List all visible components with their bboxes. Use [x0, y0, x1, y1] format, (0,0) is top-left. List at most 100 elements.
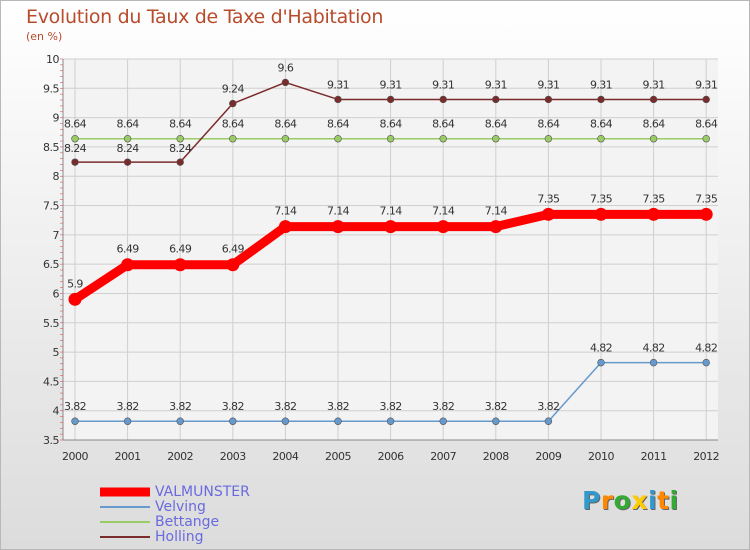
data-point-velving	[123, 417, 132, 425]
data-point-holling	[544, 95, 553, 104]
data-point-valmunster	[121, 258, 135, 272]
data-label-holling: 9.31	[432, 78, 454, 91]
data-point-holling	[649, 95, 658, 104]
data-point-holling	[597, 95, 605, 104]
data-point-holling	[334, 95, 342, 104]
data-point-bettange	[439, 135, 447, 143]
data-point-valmunster	[594, 207, 608, 221]
data-label-bettange: 8.64	[537, 118, 560, 131]
data-point-velving	[439, 417, 447, 425]
data-label-holling: 9.31	[327, 78, 349, 91]
data-point-bettange	[176, 135, 184, 143]
x-tick-label: 2011	[641, 450, 667, 463]
data-point-holling	[492, 95, 500, 104]
x-tick-label: 2002	[167, 450, 193, 463]
logo-letter: r	[600, 486, 614, 515]
data-label-velving: 3.82	[432, 400, 454, 413]
data-point-bettange	[492, 135, 500, 143]
legend-label-valmunster: VALMUNSTER	[155, 484, 250, 500]
data-point-valmunster	[278, 220, 292, 234]
x-tick-label: 2008	[483, 450, 509, 463]
data-point-velving	[597, 358, 605, 367]
data-label-bettange: 8.64	[590, 118, 613, 131]
data-point-holling	[176, 158, 184, 166]
legend-label-bettange: Bettange	[155, 514, 220, 530]
data-point-velving	[229, 417, 237, 425]
y-tick-label: 3.5	[43, 434, 59, 447]
data-label-holling: 9.31	[380, 78, 402, 91]
data-label-valmunster: 7.35	[537, 192, 560, 205]
x-tick-label: 2007	[430, 450, 456, 463]
data-point-holling	[702, 95, 710, 104]
data-label-valmunster: 6.49	[222, 243, 245, 256]
data-point-velving	[702, 358, 710, 367]
data-label-holling: 9.31	[590, 78, 612, 91]
data-point-valmunster	[647, 207, 661, 221]
data-point-holling	[281, 78, 290, 87]
data-point-velving	[492, 417, 500, 425]
data-label-velving: 4.82	[643, 342, 665, 355]
data-point-valmunster	[699, 207, 713, 221]
data-label-bettange: 8.64	[327, 118, 350, 131]
data-label-valmunster: 7.35	[643, 192, 666, 205]
data-label-bettange: 8.64	[117, 118, 140, 131]
data-point-valmunster	[436, 220, 450, 234]
data-point-velving	[544, 417, 553, 425]
y-tick-label: 4.5	[43, 375, 59, 388]
data-point-velving	[281, 417, 290, 425]
y-tick-label: 6.5	[43, 258, 59, 271]
data-label-holling: 9.31	[537, 78, 559, 91]
y-tick-label: 9.5	[43, 82, 59, 95]
data-label-bettange: 8.64	[485, 118, 508, 131]
data-label-velving: 3.82	[222, 400, 244, 413]
data-label-valmunster: 7.14	[274, 205, 297, 218]
data-point-bettange	[544, 135, 553, 143]
legend-label-velving: Velving	[155, 499, 206, 515]
x-tick-label: 2012	[693, 450, 719, 463]
y-tick-label: 7.5	[43, 200, 59, 213]
data-label-valmunster: 5.9	[67, 277, 83, 290]
data-point-bettange	[71, 135, 79, 143]
x-tick-label: 2005	[325, 450, 351, 463]
data-label-bettange: 8.64	[169, 118, 192, 131]
data-label-bettange: 8.64	[643, 118, 666, 131]
y-tick-label: 8.5	[43, 141, 59, 154]
x-tick-label: 2000	[62, 450, 88, 463]
data-point-holling	[386, 95, 395, 104]
data-label-holling: 8.24	[64, 142, 87, 155]
data-label-velving: 3.82	[117, 400, 139, 413]
logo-letter: o	[613, 486, 632, 515]
logo-letter: i	[648, 486, 658, 515]
data-point-velving	[71, 417, 79, 425]
chart-subtitle: (en %)	[26, 30, 63, 43]
x-tick-label: 2010	[588, 450, 614, 463]
data-label-velving: 3.82	[380, 400, 402, 413]
x-tick-label: 2006	[378, 450, 404, 463]
logo-letter: x	[631, 486, 648, 515]
data-point-velving	[649, 358, 658, 367]
data-point-bettange	[229, 135, 237, 143]
y-tick-label: 5	[53, 346, 60, 359]
data-point-holling	[123, 158, 132, 166]
data-label-velving: 3.82	[64, 400, 86, 413]
data-label-holling: 9.31	[695, 78, 717, 91]
data-label-valmunster: 7.14	[432, 205, 455, 218]
data-label-velving: 3.82	[327, 400, 349, 413]
x-tick-label: 2001	[115, 450, 141, 463]
proxiti-logo: Proxiti	[582, 486, 679, 515]
data-label-valmunster: 7.35	[590, 192, 613, 205]
x-tick-label: 2009	[535, 450, 561, 463]
data-label-bettange: 8.64	[222, 118, 245, 131]
data-label-valmunster: 7.14	[327, 205, 350, 218]
legend-label-holling: Holling	[155, 529, 204, 545]
data-label-valmunster: 7.14	[485, 205, 508, 218]
data-label-velving: 4.82	[695, 342, 717, 355]
data-point-valmunster	[541, 207, 555, 221]
data-label-holling: 9.31	[485, 78, 507, 91]
data-label-bettange: 8.64	[380, 118, 403, 131]
data-label-valmunster: 7.35	[695, 192, 718, 205]
data-point-bettange	[334, 135, 342, 143]
y-tick-label: 4	[53, 405, 60, 418]
data-point-bettange	[386, 135, 395, 143]
